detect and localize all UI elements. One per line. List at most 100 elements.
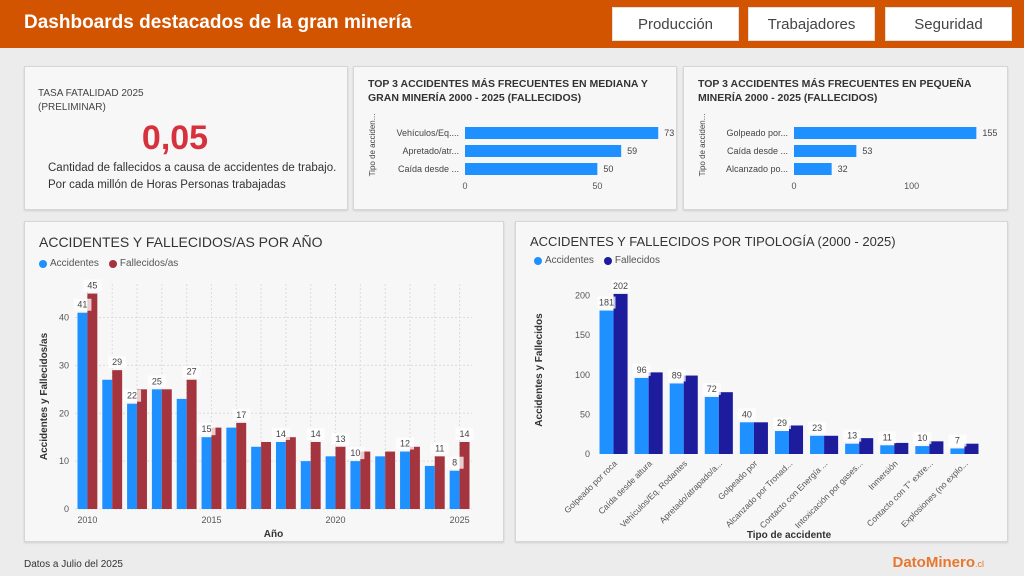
yearly-bar-accidentes[interactable]: [176, 398, 187, 509]
yearly-bar-fallecidos[interactable]: [87, 293, 98, 509]
tipologia-bar-accidentes[interactable]: [915, 446, 930, 454]
yearly-bar-accidentes[interactable]: [201, 437, 212, 509]
tipologia-bar-fallecidos[interactable]: [859, 438, 874, 454]
tipologia-bar-fallecidos[interactable]: [929, 441, 944, 454]
yearly-data-label: 41: [77, 300, 87, 310]
tipologia-bar-accidentes[interactable]: [634, 377, 649, 454]
yearly-bar-fallecidos[interactable]: [112, 370, 123, 509]
tipologia-y-tick: 0: [585, 449, 590, 459]
yearly-bar-accidentes[interactable]: [400, 451, 410, 509]
tipologia-category-label: Contacto con T° extre...: [865, 458, 935, 528]
yearly-bar-fallecidos[interactable]: [261, 441, 272, 509]
tipologia-data-label-bg: [913, 432, 932, 445]
tipologia-category-label: Intoxicación por gases...: [793, 458, 865, 530]
tipologia-bar-fallecidos[interactable]: [613, 293, 628, 454]
tipologia-bar-fallecidos[interactable]: [648, 372, 663, 454]
yearly-bar-accidentes[interactable]: [102, 379, 113, 509]
yearly-bar-accidentes[interactable]: [127, 403, 138, 509]
yearly-bar-fallecidos[interactable]: [211, 427, 222, 509]
yearly-bar-accidentes[interactable]: [226, 427, 237, 509]
tipologia-bar-fallecidos[interactable]: [753, 422, 768, 454]
yearly-bar-fallecidos[interactable]: [285, 437, 296, 509]
tipologia-data-label: 29: [777, 418, 787, 428]
tipologia-bar-fallecidos[interactable]: [683, 375, 698, 454]
top3-pequena-bar[interactable]: [794, 145, 857, 157]
yearly-bar-accidentes[interactable]: [424, 465, 435, 509]
nav-trabajadores-button[interactable]: Trabajadores: [748, 7, 875, 41]
top3-pequena-x-tick: 100: [904, 181, 919, 191]
top3-pequena-category-label: Alcanzado po...: [726, 164, 788, 174]
top3-mediana-bar[interactable]: [465, 145, 622, 157]
legend-fallecidos: Fallecidos/as: [108, 258, 178, 269]
nav-produccion-button[interactable]: Producción: [612, 7, 739, 41]
yearly-bar-accidentes[interactable]: [300, 461, 311, 509]
tipologia-bar-fallecidos[interactable]: [824, 435, 839, 454]
yearly-bar-accidentes[interactable]: [251, 446, 262, 509]
top3-pequena-value-label: 53: [862, 146, 872, 156]
yearly-bar-accidentes[interactable]: [77, 312, 88, 509]
yearly-bar-fallecidos[interactable]: [409, 446, 420, 509]
top3-pequena-card: TOP 3 ACCIDENTES MÁS FRECUENTES EN PEQUE…: [683, 66, 1008, 210]
yearly-bar-fallecidos[interactable]: [335, 446, 346, 509]
brand-suffix: .cl: [975, 559, 984, 569]
top3-mediana-x-tick: 50: [592, 181, 602, 191]
yearly-bar-accidentes[interactable]: [375, 456, 386, 509]
tipologia-bar-accidentes[interactable]: [810, 435, 825, 454]
yearly-bar-fallecidos[interactable]: [360, 451, 371, 509]
yearly-bar-fallecidos[interactable]: [186, 379, 197, 509]
yearly-bar-accidentes[interactable]: [275, 441, 286, 509]
tipologia-bar-fallecidos[interactable]: [964, 443, 979, 454]
legend-fallecidos-label: Fallecidos: [614, 255, 660, 266]
yearly-bar-fallecidos[interactable]: [310, 441, 321, 509]
yearly-data-label: 14: [311, 429, 321, 439]
tipologia-data-label: 96: [637, 365, 647, 375]
tipologia-bar-accidentes[interactable]: [845, 443, 860, 454]
tipologia-bar-accidentes[interactable]: [599, 310, 614, 454]
nav-seguridad-button[interactable]: Seguridad: [885, 7, 1012, 41]
top3-mediana-value-label: 50: [603, 164, 613, 174]
tipologia-bar-accidentes[interactable]: [774, 431, 789, 454]
yearly-bar-accidentes[interactable]: [350, 461, 361, 509]
top3-mediana-gran-title: TOP 3 ACCIDENTES MÁS FRECUENTES EN MEDIA…: [368, 78, 648, 104]
yearly-data-label: 11: [435, 443, 444, 453]
top3-mediana-bar[interactable]: [465, 163, 598, 175]
tipologia-bar-fallecidos[interactable]: [894, 442, 909, 454]
top3-pequena-bar[interactable]: [794, 127, 977, 139]
tipologia-bar-fallecidos[interactable]: [718, 392, 733, 454]
tipologia-bar-accidentes[interactable]: [880, 445, 895, 454]
tipologia-data-label: 89: [672, 370, 682, 380]
tipologia-data-label: 13: [847, 431, 857, 441]
yearly-data-label: 17: [236, 410, 246, 420]
yearly-data-label: 25: [152, 376, 162, 386]
tipologia-bar-fallecidos[interactable]: [789, 425, 804, 454]
yearly-data-label-bg: [445, 456, 464, 469]
yearly-bar-fallecidos[interactable]: [137, 389, 147, 509]
yearly-bar-fallecidos[interactable]: [236, 422, 247, 509]
tipologia-category-label: Explosiones (no explo...: [899, 458, 970, 529]
top3-pequena-bar[interactable]: [794, 163, 832, 175]
yearly-bar-fallecidos[interactable]: [161, 389, 172, 509]
yearly-y-tick: 40: [59, 313, 69, 323]
kpi-fatality-card: TASA FATALIDAD 2025 (PRELIMINAR) 0,05 Ca…: [24, 66, 348, 210]
yearly-bar-accidentes[interactable]: [325, 456, 336, 509]
yearly-bar-accidentes[interactable]: [449, 470, 460, 509]
tipologia-data-label: 7: [955, 435, 960, 445]
yearly-bar-fallecidos[interactable]: [385, 451, 396, 509]
yearly-bar-accidentes[interactable]: [151, 389, 162, 509]
tipologia-y-tick: 100: [575, 370, 590, 380]
kpi-description: Cantidad de fallecidos a causa de accide…: [48, 162, 337, 191]
tipologia-bar-accidentes[interactable]: [950, 448, 965, 454]
top3-pequena-category-label: Golpeado por...: [726, 128, 788, 138]
tipologia-bar-accidentes[interactable]: [669, 383, 684, 454]
yearly-bar-fallecidos[interactable]: [459, 441, 470, 509]
top3-mediana-bar[interactable]: [465, 127, 659, 139]
top3-pequena-ylabel: Tipo de acciden...: [698, 114, 707, 177]
footer-note: Datos a Julio del 2025: [24, 559, 123, 570]
top3-mediana-x-tick: 0: [462, 181, 467, 191]
yearly-data-label: 14: [276, 429, 286, 439]
tipologia-bar-accidentes[interactable]: [739, 422, 754, 454]
tipologia-bar-accidentes[interactable]: [704, 396, 719, 454]
yearly-bar-fallecidos[interactable]: [434, 456, 445, 509]
tipologia-category-label: Contacto con Energía ...: [758, 458, 830, 530]
yearly-data-label-bg: [271, 427, 290, 440]
